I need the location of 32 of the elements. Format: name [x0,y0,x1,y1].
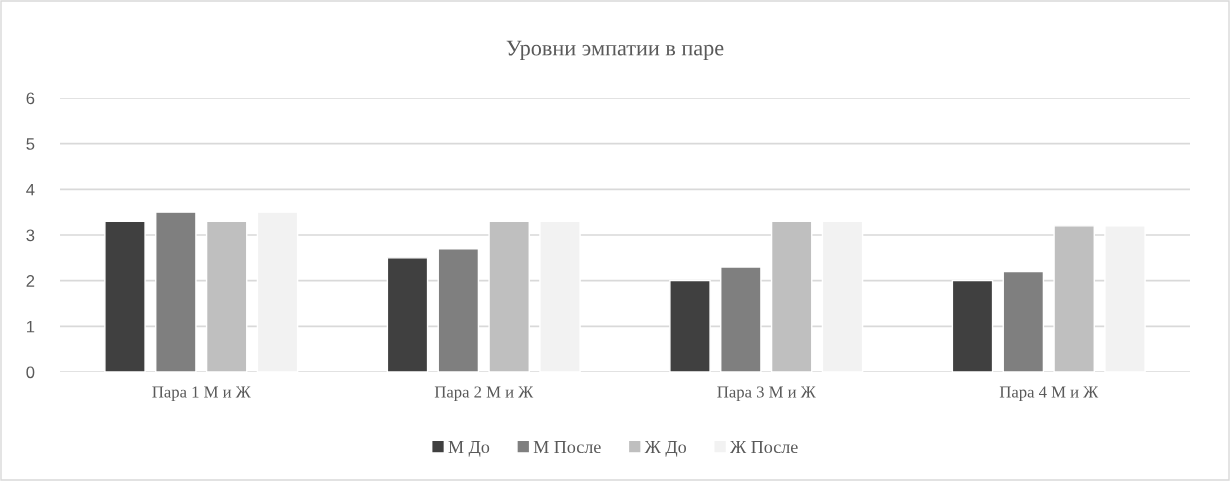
x-tick-label: Пара 4 М и Ж [999,386,1099,401]
bar [770,220,813,372]
bar [155,211,197,372]
x-tick-label: Пара 3 М и Ж [717,386,816,401]
y-tick-label: 6 [26,92,35,105]
legend-label: М До [448,441,490,457]
chart-title: Уровни эмпатии в паре [506,40,724,61]
legend-label: Ж До [644,441,687,457]
bar [1104,225,1146,372]
bar [1053,225,1095,372]
bar [821,220,864,372]
bar [205,220,248,372]
bar [951,279,994,372]
legend-label: М После [533,441,601,454]
bar [104,220,146,372]
x-tick-label: Пара 2 М и Ж [434,386,534,401]
y-tick-label: 4 [26,183,35,196]
y-tick-label: 0 [26,366,35,379]
bar [488,220,530,372]
y-tick-label: 3 [26,229,35,242]
bar [1002,270,1045,372]
x-tick-label: Пара 1 М и Ж [152,386,251,401]
bar [720,266,762,372]
bar [539,220,581,372]
bar [669,279,711,372]
y-tick-label: 5 [26,138,35,150]
y-tick-label: 2 [26,275,35,287]
bar [256,211,299,372]
bar [386,257,429,372]
bar [437,248,480,372]
y-tick-label: 1 [27,320,35,333]
legend-label: Ж После [730,441,798,454]
